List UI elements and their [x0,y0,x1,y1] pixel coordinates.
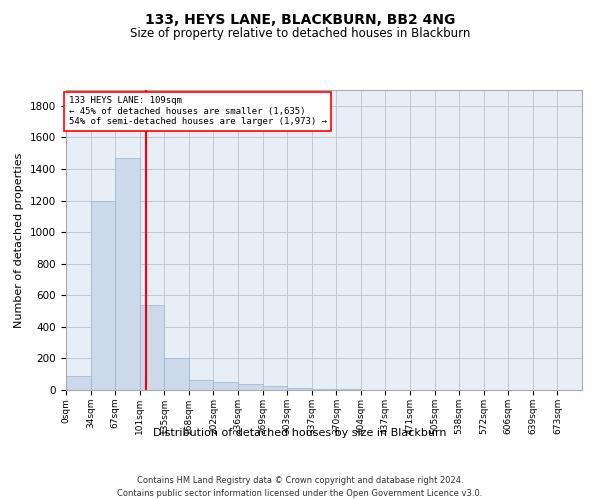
Bar [263,386,287,390]
Text: Contains public sector information licensed under the Open Government Licence v3: Contains public sector information licen… [118,489,482,498]
Bar [164,358,189,390]
Bar [66,376,91,390]
Text: Size of property relative to detached houses in Blackburn: Size of property relative to detached ho… [130,28,470,40]
Bar [140,304,164,390]
Y-axis label: Number of detached properties: Number of detached properties [14,152,25,328]
Bar [115,158,140,390]
Text: Distribution of detached houses by size in Blackburn: Distribution of detached houses by size … [153,428,447,438]
Bar [214,382,238,390]
Bar [336,389,361,390]
Text: Contains HM Land Registry data © Crown copyright and database right 2024.: Contains HM Land Registry data © Crown c… [137,476,463,485]
Bar [312,389,336,390]
Text: 133, HEYS LANE, BLACKBURN, BB2 4NG: 133, HEYS LANE, BLACKBURN, BB2 4NG [145,12,455,26]
Bar [238,384,263,390]
Text: 133 HEYS LANE: 109sqm
← 45% of detached houses are smaller (1,635)
54% of semi-d: 133 HEYS LANE: 109sqm ← 45% of detached … [69,96,327,126]
Bar [91,200,115,390]
Bar [189,380,214,390]
Bar [287,388,312,390]
